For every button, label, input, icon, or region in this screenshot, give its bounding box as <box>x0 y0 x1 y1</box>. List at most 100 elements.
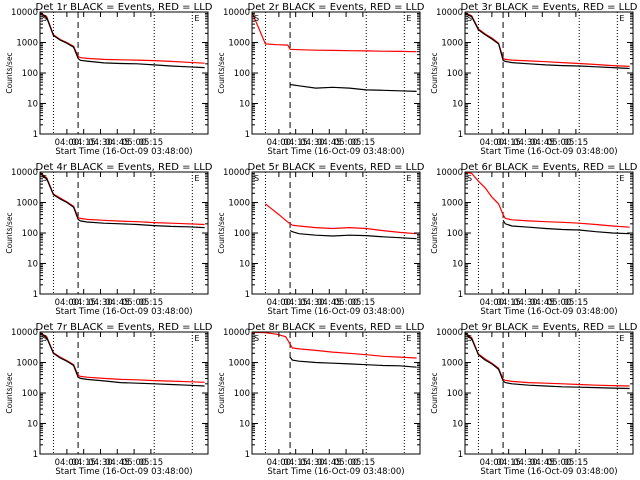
y-tick-label: 100 <box>22 389 38 399</box>
x-axis-label: Start Time (16-Oct-09 03:48:00) <box>55 307 192 317</box>
x-tick-label: 04:45 <box>105 458 130 468</box>
y-tick-label: 1000 <box>228 39 250 49</box>
panel-det-1: Det 1r BLACK = Events, RED = LLD 1 10 100 10… <box>5 2 213 157</box>
x-axis-label: Start Time (16-Oct-09 03:48:00) <box>267 307 404 317</box>
series-lld-line <box>252 12 417 53</box>
panel-title: Det 7r BLACK = Events, RED = LLD <box>36 322 213 333</box>
y-axis-label: Counts/sec <box>430 372 439 413</box>
series-events-line <box>465 332 630 390</box>
x-tick-label: 04:15 <box>496 298 521 308</box>
x-tick-label: 05:00 <box>547 138 572 148</box>
series-events-line <box>502 219 630 235</box>
y-tick-label: 1000 <box>16 39 38 49</box>
y-tick-label: 1 <box>458 450 463 460</box>
x-tick-label: 04:00 <box>267 298 292 308</box>
panel-det-6: Det 6r BLACK = Events, RED = LLD 1 10 100 10… <box>430 162 638 317</box>
x-tick-label: 05:15 <box>139 138 164 148</box>
x-tick-label: 04:30 <box>88 458 113 468</box>
x-tick-label: 05:15 <box>139 458 164 468</box>
x-tick-label: 04:45 <box>530 138 555 148</box>
y-axis-label: Counts/sec <box>217 52 226 93</box>
y-tick-label: 1 <box>245 130 250 140</box>
y-axis-label: Counts/sec <box>217 212 226 253</box>
y-axis-label: Counts/sec <box>5 212 14 253</box>
x-tick-label: 04:45 <box>317 298 342 308</box>
series-lld-line <box>465 172 630 228</box>
y-axis-label: Counts/sec <box>430 52 439 93</box>
side-label-start: S <box>42 334 47 343</box>
x-tick-label: 05:15 <box>564 298 589 308</box>
series-events-line <box>290 83 417 92</box>
series-events-line <box>40 332 205 387</box>
x-tick-label: 05:15 <box>351 458 376 468</box>
x-tick-label: 04:15 <box>283 458 308 468</box>
panel-title: Det 3r BLACK = Events, RED = LLD <box>461 2 638 13</box>
y-tick-label: 1000 <box>16 359 38 369</box>
x-tick-label: 05:00 <box>547 298 572 308</box>
x-tick-label: 04:00 <box>267 138 292 148</box>
side-label-end: E <box>194 174 199 183</box>
y-tick-label: 10000 <box>436 328 463 338</box>
series-lld-line <box>40 172 205 226</box>
y-tick-label: 10 <box>452 420 463 430</box>
panel-det-4: Det 4r BLACK = Events, RED = LLD 1 10 100 10… <box>5 162 213 317</box>
y-tick-label: 10 <box>239 100 250 110</box>
series-events-line <box>40 172 205 229</box>
x-tick-label: 04:00 <box>267 458 292 468</box>
side-label-end: E <box>406 334 411 343</box>
y-tick-label: 10000 <box>11 168 38 178</box>
side-label-start: S <box>254 14 259 23</box>
x-tick-label: 04:15 <box>283 298 308 308</box>
y-tick-label: 10000 <box>436 168 463 178</box>
y-tick-label: 10 <box>27 100 38 110</box>
y-tick-label: 10000 <box>223 168 250 178</box>
y-tick-label: 10 <box>452 100 463 110</box>
series-events-line <box>289 230 417 240</box>
y-tick-label: 1000 <box>441 199 463 209</box>
x-tick-label: 04:00 <box>480 458 505 468</box>
panel-det-8: Det 8r BLACK = Events, RED = LLD 1 10 100 10… <box>217 322 425 477</box>
x-tick-label: 04:15 <box>496 138 521 148</box>
x-tick-label: 04:30 <box>300 138 325 148</box>
x-tick-label: 04:15 <box>496 458 521 468</box>
x-tick-label: 04:45 <box>317 138 342 148</box>
y-tick-label: 1000 <box>228 359 250 369</box>
x-tick-label: 04:30 <box>88 138 113 148</box>
x-tick-label: 04:15 <box>71 458 96 468</box>
plot-frame <box>39 331 209 455</box>
side-label-end: E <box>194 14 199 23</box>
side-label-end: E <box>619 174 624 183</box>
x-axis-label: Start Time (16-Oct-09 03:48:00) <box>55 147 192 157</box>
plot-frame <box>464 11 634 135</box>
x-tick-label: 04:00 <box>480 298 505 308</box>
x-tick-label: 05:15 <box>351 298 376 308</box>
y-axis-label: Counts/sec <box>217 372 226 413</box>
y-tick-label: 100 <box>234 389 250 399</box>
x-tick-label: 05:00 <box>334 458 359 468</box>
side-label-start: S <box>467 14 472 23</box>
x-axis-label: Start Time (16-Oct-09 03:48:00) <box>480 147 617 157</box>
x-tick-label: 05:15 <box>564 458 589 468</box>
x-tick-label: 05:15 <box>139 298 164 308</box>
series-events-line <box>465 12 630 70</box>
y-tick-label: 10 <box>452 260 463 270</box>
plot-frame <box>251 331 421 455</box>
panel-title: Det 1r BLACK = Events, RED = LLD <box>36 2 213 13</box>
side-label-start: S <box>42 174 47 183</box>
y-tick-label: 10 <box>239 420 250 430</box>
panel-det-5: Det 5r BLACK = Events, RED = LLD 1 10 100 10… <box>217 162 425 317</box>
x-tick-label: 05:15 <box>351 138 376 148</box>
series-events-line <box>289 356 417 368</box>
y-tick-label: 1 <box>33 450 38 460</box>
x-tick-label: 04:00 <box>55 298 80 308</box>
x-tick-label: 04:30 <box>513 298 538 308</box>
x-tick-label: 04:15 <box>71 298 96 308</box>
plot-frame <box>251 11 421 135</box>
y-tick-label: 1000 <box>441 39 463 49</box>
x-tick-label: 04:30 <box>513 138 538 148</box>
side-label-start: S <box>42 14 47 23</box>
panel-det-9: Det 9r BLACK = Events, RED = LLD 1 10 100 10… <box>430 322 638 477</box>
y-tick-label: 1 <box>33 130 38 140</box>
side-label-start: S <box>254 334 259 343</box>
y-tick-label: 100 <box>234 69 250 79</box>
